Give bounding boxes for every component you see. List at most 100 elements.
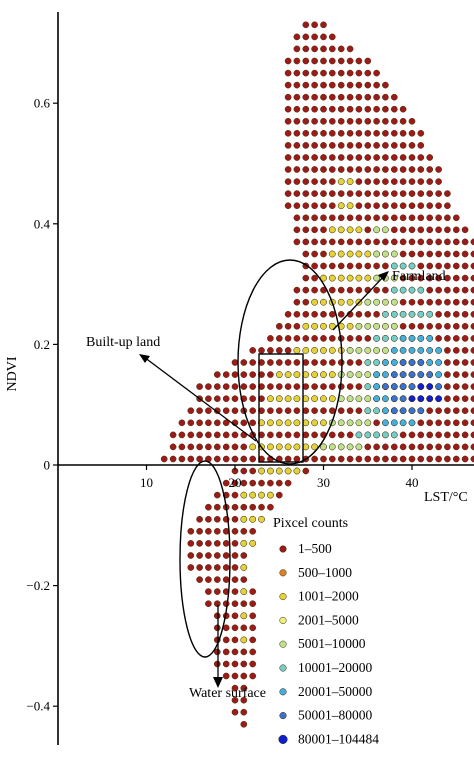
data-point xyxy=(320,347,327,354)
data-point xyxy=(337,250,345,258)
data-point xyxy=(337,455,345,463)
data-point xyxy=(399,226,407,234)
data-point xyxy=(417,238,425,246)
data-point xyxy=(231,407,239,415)
data-point xyxy=(275,347,283,354)
data-point xyxy=(417,419,425,427)
data-point xyxy=(346,298,354,306)
data-point xyxy=(364,371,372,378)
data-point xyxy=(452,431,460,439)
data-point xyxy=(390,443,398,451)
data-point xyxy=(302,81,310,89)
data-point xyxy=(178,455,186,463)
data-point xyxy=(284,359,292,366)
data-point xyxy=(240,576,248,583)
data-point xyxy=(364,335,372,342)
data-point xyxy=(346,166,354,173)
data-point xyxy=(390,431,398,439)
data-point xyxy=(284,347,292,354)
data-point xyxy=(408,262,416,270)
data-point xyxy=(275,371,283,378)
data-point xyxy=(311,154,318,161)
data-point xyxy=(452,310,460,318)
data-point xyxy=(311,238,318,246)
data-point xyxy=(355,69,363,77)
data-point xyxy=(461,250,469,258)
data-point xyxy=(364,455,372,463)
data-point xyxy=(293,419,301,427)
data-point xyxy=(408,154,416,161)
data-point xyxy=(364,69,372,77)
data-point xyxy=(426,407,434,415)
data-point xyxy=(435,335,442,342)
data-point xyxy=(461,455,469,463)
data-point xyxy=(355,383,363,390)
data-point xyxy=(293,310,301,318)
data-point xyxy=(249,600,257,608)
data-point xyxy=(399,154,407,161)
data-point xyxy=(311,129,318,137)
data-point xyxy=(293,81,301,89)
data-point xyxy=(302,178,310,185)
data-point xyxy=(293,238,301,246)
data-point xyxy=(417,359,425,366)
data-point xyxy=(435,190,442,197)
data-point xyxy=(320,238,327,246)
data-point xyxy=(240,600,248,608)
data-point xyxy=(444,359,451,366)
data-point xyxy=(249,347,257,354)
data-point xyxy=(205,576,212,583)
data-point xyxy=(382,395,389,403)
data-point xyxy=(426,178,434,185)
data-point xyxy=(364,395,372,403)
data-point xyxy=(249,624,257,632)
data-point xyxy=(444,262,451,270)
data-point xyxy=(435,226,442,234)
data-point xyxy=(452,443,460,451)
data-point xyxy=(373,335,380,342)
data-point xyxy=(382,371,389,378)
data-point xyxy=(346,226,354,234)
data-point xyxy=(213,407,221,415)
data-point xyxy=(337,238,345,246)
data-point xyxy=(258,467,265,475)
data-point xyxy=(364,117,372,125)
data-point xyxy=(382,154,389,161)
data-point xyxy=(346,178,354,185)
data-point xyxy=(231,431,239,439)
farmland-label: Farmland xyxy=(392,269,446,284)
data-point xyxy=(302,467,310,475)
data-point xyxy=(311,431,318,439)
data-point xyxy=(426,359,434,366)
data-point xyxy=(222,576,230,583)
data-point xyxy=(311,117,318,125)
data-point xyxy=(249,383,257,390)
data-point xyxy=(178,443,186,451)
data-point xyxy=(213,419,221,427)
data-point xyxy=(337,166,345,173)
data-point xyxy=(337,69,345,77)
data-point xyxy=(337,274,345,282)
water-surface-ellipse xyxy=(179,460,231,658)
data-point xyxy=(284,335,292,342)
data-point xyxy=(382,93,389,101)
data-point xyxy=(284,419,292,427)
data-point xyxy=(426,298,434,306)
data-point xyxy=(196,383,203,390)
legend-swatch xyxy=(279,712,287,720)
data-point xyxy=(267,503,274,511)
data-point xyxy=(302,105,310,113)
data-point xyxy=(408,310,416,318)
data-point xyxy=(196,431,203,439)
data-point xyxy=(399,105,407,113)
data-point xyxy=(390,117,398,125)
data-point xyxy=(231,576,239,583)
data-point xyxy=(382,142,389,149)
data-point xyxy=(382,81,389,89)
data-point xyxy=(355,431,363,439)
data-point xyxy=(328,347,336,354)
data-point xyxy=(390,419,398,427)
data-point xyxy=(293,286,301,294)
data-point xyxy=(302,117,310,125)
data-point xyxy=(267,443,274,451)
